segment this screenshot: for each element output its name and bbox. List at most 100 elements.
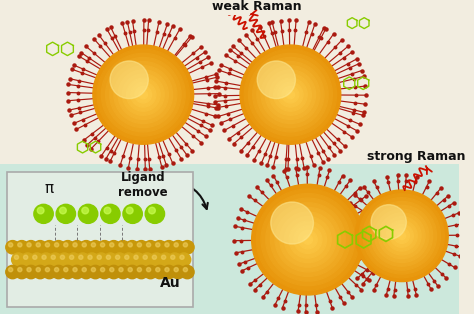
- Circle shape: [52, 265, 65, 279]
- Circle shape: [70, 255, 74, 259]
- Circle shape: [15, 265, 28, 279]
- Circle shape: [284, 217, 331, 263]
- Circle shape: [43, 265, 56, 279]
- Circle shape: [159, 253, 173, 266]
- Circle shape: [252, 184, 364, 295]
- Circle shape: [82, 268, 86, 272]
- Circle shape: [168, 253, 182, 266]
- Circle shape: [135, 241, 148, 254]
- Circle shape: [146, 243, 151, 247]
- Circle shape: [390, 224, 413, 247]
- Circle shape: [303, 235, 312, 244]
- Circle shape: [119, 268, 123, 272]
- Circle shape: [162, 265, 176, 279]
- Circle shape: [367, 202, 437, 270]
- Bar: [0, 164, 459, 314]
- Circle shape: [89, 265, 102, 279]
- Circle shape: [135, 86, 152, 103]
- Circle shape: [299, 230, 317, 249]
- Circle shape: [278, 82, 303, 107]
- Circle shape: [18, 243, 22, 247]
- Circle shape: [181, 241, 194, 254]
- Text: strong Raman: strong Raman: [367, 150, 465, 163]
- Circle shape: [9, 268, 13, 272]
- Circle shape: [162, 255, 166, 259]
- Circle shape: [24, 255, 28, 259]
- Circle shape: [79, 265, 93, 279]
- Circle shape: [101, 53, 185, 136]
- Circle shape: [60, 207, 66, 214]
- Circle shape: [266, 198, 350, 281]
- Circle shape: [109, 268, 114, 272]
- Circle shape: [137, 243, 142, 247]
- Circle shape: [116, 255, 120, 259]
- FancyBboxPatch shape: [7, 172, 192, 307]
- Circle shape: [125, 255, 129, 259]
- Circle shape: [58, 253, 71, 266]
- Circle shape: [137, 268, 142, 272]
- Circle shape: [257, 61, 295, 99]
- Circle shape: [273, 78, 307, 111]
- Circle shape: [265, 70, 316, 119]
- Circle shape: [289, 221, 327, 258]
- Circle shape: [261, 193, 355, 286]
- Circle shape: [383, 217, 421, 255]
- Circle shape: [165, 268, 169, 272]
- Circle shape: [116, 265, 130, 279]
- Circle shape: [94, 253, 108, 266]
- Circle shape: [125, 265, 139, 279]
- Circle shape: [33, 265, 47, 279]
- Circle shape: [36, 268, 40, 272]
- Circle shape: [122, 253, 136, 266]
- Circle shape: [98, 241, 111, 254]
- Circle shape: [6, 265, 19, 279]
- Circle shape: [139, 90, 147, 99]
- Circle shape: [131, 82, 156, 107]
- Circle shape: [97, 255, 101, 259]
- Circle shape: [61, 265, 74, 279]
- Circle shape: [100, 204, 120, 223]
- Circle shape: [165, 243, 169, 247]
- Circle shape: [82, 207, 89, 214]
- Circle shape: [155, 268, 160, 272]
- Text: weak Raman: weak Raman: [212, 0, 301, 13]
- Circle shape: [48, 253, 62, 266]
- Circle shape: [89, 241, 102, 254]
- Circle shape: [359, 194, 444, 278]
- Circle shape: [253, 57, 328, 132]
- Circle shape: [6, 241, 19, 254]
- Circle shape: [70, 265, 84, 279]
- Circle shape: [33, 255, 37, 259]
- Circle shape: [371, 205, 406, 240]
- Circle shape: [150, 253, 163, 266]
- Circle shape: [21, 253, 35, 266]
- Circle shape: [119, 243, 123, 247]
- Circle shape: [55, 243, 59, 247]
- Circle shape: [174, 268, 178, 272]
- Circle shape: [171, 255, 175, 259]
- Circle shape: [24, 241, 38, 254]
- Circle shape: [33, 241, 47, 254]
- Circle shape: [9, 243, 13, 247]
- Circle shape: [109, 243, 114, 247]
- Circle shape: [55, 268, 59, 272]
- Circle shape: [174, 243, 178, 247]
- Circle shape: [46, 243, 50, 247]
- Circle shape: [79, 255, 83, 259]
- Circle shape: [27, 268, 31, 272]
- Circle shape: [280, 212, 336, 267]
- Circle shape: [93, 45, 193, 144]
- Circle shape: [64, 268, 68, 272]
- Circle shape: [27, 243, 31, 247]
- Circle shape: [244, 49, 337, 140]
- Circle shape: [14, 255, 18, 259]
- Circle shape: [42, 255, 46, 259]
- Circle shape: [114, 66, 173, 124]
- Circle shape: [240, 45, 341, 144]
- Circle shape: [394, 228, 410, 243]
- Circle shape: [371, 205, 433, 266]
- Circle shape: [37, 207, 44, 214]
- Circle shape: [100, 268, 105, 272]
- Circle shape: [107, 241, 120, 254]
- Circle shape: [128, 243, 132, 247]
